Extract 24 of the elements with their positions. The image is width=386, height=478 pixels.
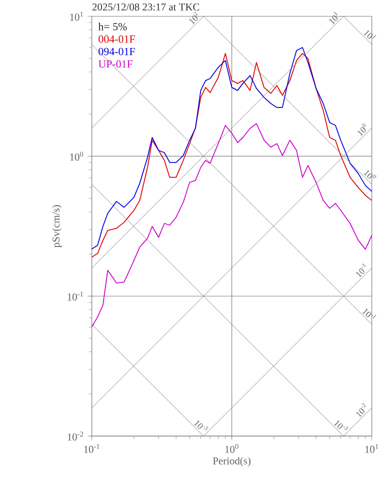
text: 10$^{-3}$ [334, 420, 348, 430]
x-axis-title: Period(s) [213, 457, 251, 467]
text: 10$^{-1}$ [356, 264, 366, 278]
chart-title: 2025/12/08 23:17 at TKC [92, 3, 200, 11]
text: 10$^{1}$ [364, 30, 376, 39]
text: 10$^{-2}$ [356, 403, 366, 418]
text: 10$^{-3}$ [194, 420, 208, 430]
y-tick-label: 10$^{0}$ [70, 152, 84, 161]
x-tick-label: 10$^{1}$ [366, 444, 378, 453]
text: 10$^{1}$ [329, 12, 338, 24]
x-tick-label: 10$^{-1}$ [84, 444, 100, 453]
y-tick-label: 10$^{1}$ [70, 12, 84, 21]
text: UP-01F [98, 60, 133, 68]
text: 10$^{0}$ [364, 170, 376, 178]
y-tick-label: 10$^{-1}$ [68, 292, 84, 301]
annotation: h= 5% [98, 22, 127, 30]
text: 10$^{2}$ [189, 12, 198, 24]
text: 10$^{-1}$ [362, 308, 376, 319]
y-axis-title: pSv(cm/s) [52, 205, 62, 248]
text: 004-01F [98, 35, 136, 43]
text: 10$^{0}$ [358, 123, 366, 136]
text: 094-01F [98, 48, 136, 56]
y-tick-label: 10$^{-2}$ [68, 432, 84, 441]
x-tick-label: 10$^{0}$ [226, 444, 238, 453]
